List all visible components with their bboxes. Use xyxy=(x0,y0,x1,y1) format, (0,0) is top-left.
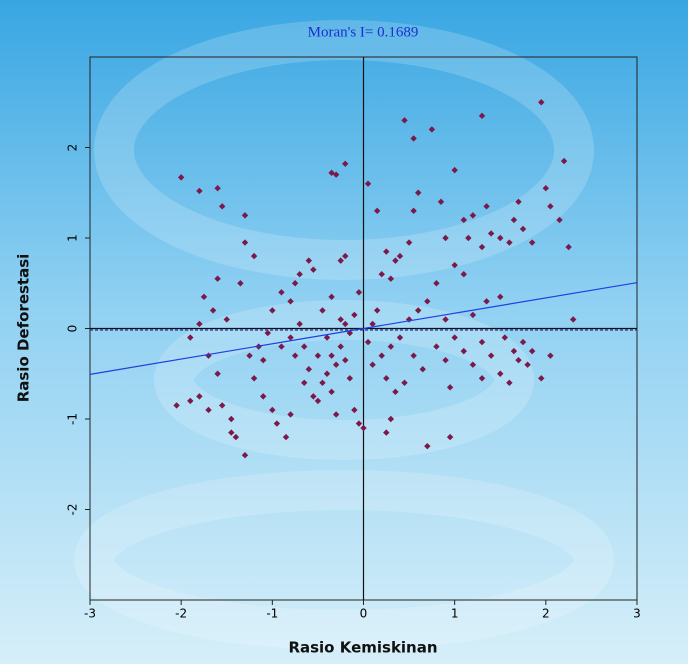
y-tick-label: -1 xyxy=(66,413,80,425)
x-axis-title: Rasio Kemiskinan xyxy=(288,639,437,657)
x-tick-label: 3 xyxy=(633,607,641,621)
x-tick-label: 2 xyxy=(542,607,550,621)
x-tick-label: -2 xyxy=(175,607,187,621)
y-tick-label: 1 xyxy=(66,234,80,242)
x-tick-label: 0 xyxy=(360,607,368,621)
y-tick-label: -2 xyxy=(66,504,80,516)
chart: Moran's I= 0.1689 Rasio Kemiskinan Rasio… xyxy=(0,0,688,664)
y-tick-label: 0 xyxy=(66,325,80,333)
y-axis-title: Rasio Deforestasi xyxy=(15,254,33,403)
chart-title: Moran's I= 0.1689 xyxy=(308,24,419,40)
y-tick-label: 2 xyxy=(66,144,80,152)
page: {"chart_data": { "type": "scatter", "tit… xyxy=(0,0,688,664)
x-tick-label: 1 xyxy=(451,607,459,621)
x-tick-label: -3 xyxy=(84,607,96,621)
x-tick-label: -1 xyxy=(266,607,278,621)
